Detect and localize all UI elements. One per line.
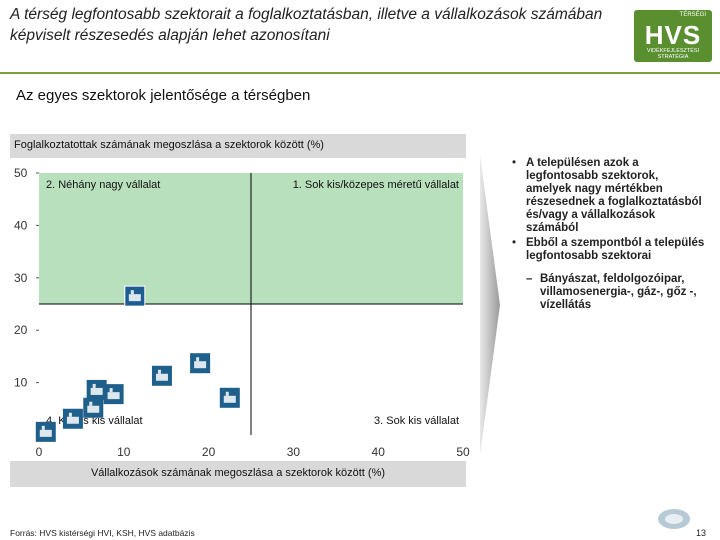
factory-icon-glyph-detail <box>130 290 134 295</box>
x-tick-label: 40 <box>372 445 386 459</box>
x-tick-label: 30 <box>287 445 301 459</box>
chevron-right-icon <box>480 155 500 455</box>
quadrant-label: 1. Sok kis/közepes méretű vállalat <box>293 179 459 191</box>
services-icon-glyph <box>87 405 100 413</box>
section-subtitle: Az egyes szektorok jelentősége a térségb… <box>16 87 311 104</box>
y-tick-label: 50 <box>14 166 28 180</box>
x-tick-label: 20 <box>202 445 216 459</box>
construction-icon-glyph <box>155 373 168 381</box>
public-services-icon-glyph <box>39 429 52 437</box>
chart-y-header: Foglalkoztatottak számának megoszlása a … <box>10 134 466 158</box>
logo-subtext: VIDÉKFEJLESZTÉSI STRATÉGIA <box>646 48 700 60</box>
energy-icon-glyph <box>66 416 79 424</box>
page-title: A térség legfontosabb szektorait a fogla… <box>10 6 603 44</box>
y-tick-label: 10 <box>14 376 28 390</box>
transport-icon-glyph-detail <box>92 383 96 388</box>
agriculture-icon-glyph <box>194 361 207 369</box>
x-tick-label: 0 <box>36 445 43 459</box>
energy-icon-glyph-detail <box>68 412 72 417</box>
footer-logo-icon <box>658 509 690 529</box>
logo-top-text: TÉRSÉGI <box>679 12 706 18</box>
x-tick-label: 10 <box>117 445 131 459</box>
chart-x-footer: Vállalkozások számának megoszlása a szek… <box>10 461 466 487</box>
header-rule <box>0 72 720 74</box>
y-tick-label: 30 <box>14 271 28 285</box>
bullet-important-sectors: A településen azok a legfontosabb szekto… <box>506 157 706 235</box>
x-tick-label: 50 <box>456 445 470 459</box>
trade-icon-glyph-detail <box>109 388 113 393</box>
sub-bullet-sectors: Bányászat, feldolgozóipar, villamosenerg… <box>514 273 706 312</box>
sector-scatter-chart: 10 20 30 40 50 0 10 20 30 40 50 2. Néhány nagy váll… <box>14 166 470 459</box>
source-note: Forrás: HVS kistérségi HVI, KSH, HVS ada… <box>10 528 195 538</box>
construction-icon-glyph-detail <box>157 369 161 374</box>
agriculture-icon-glyph-detail <box>196 357 200 362</box>
y-tick-label: 20 <box>14 323 28 337</box>
real-estate-icon-glyph <box>223 395 236 403</box>
quadrant-label: 3. Sok kis vállalat <box>374 415 459 427</box>
y-tick-label: 40 <box>14 218 28 232</box>
trade-icon-glyph <box>107 392 120 400</box>
key-findings: A településen azok a legfontosabb szekto… <box>506 157 706 312</box>
hvs-logo: TÉRSÉGI HVS VIDÉKFEJLESZTÉSI STRATÉGIA <box>634 10 712 62</box>
y-axis-title: Foglalkoztatottak számának megoszlása a … <box>14 139 324 151</box>
transport-icon-glyph <box>90 387 103 395</box>
quadrant-label: 2. Néhány nagy vállalat <box>46 179 160 191</box>
logo-text: HVS <box>644 20 702 50</box>
real-estate-icon-glyph-detail <box>225 391 229 396</box>
public-services-icon-glyph-detail <box>41 425 45 430</box>
page-number: 13 <box>696 528 707 538</box>
services-icon-glyph-detail <box>89 401 93 406</box>
bullet-most-important: Ebből a szempontból a település legfonto… <box>506 237 706 263</box>
factory-icon-glyph <box>128 294 141 302</box>
x-axis-title: Vállalkozások számának megoszlása a szek… <box>90 467 386 479</box>
